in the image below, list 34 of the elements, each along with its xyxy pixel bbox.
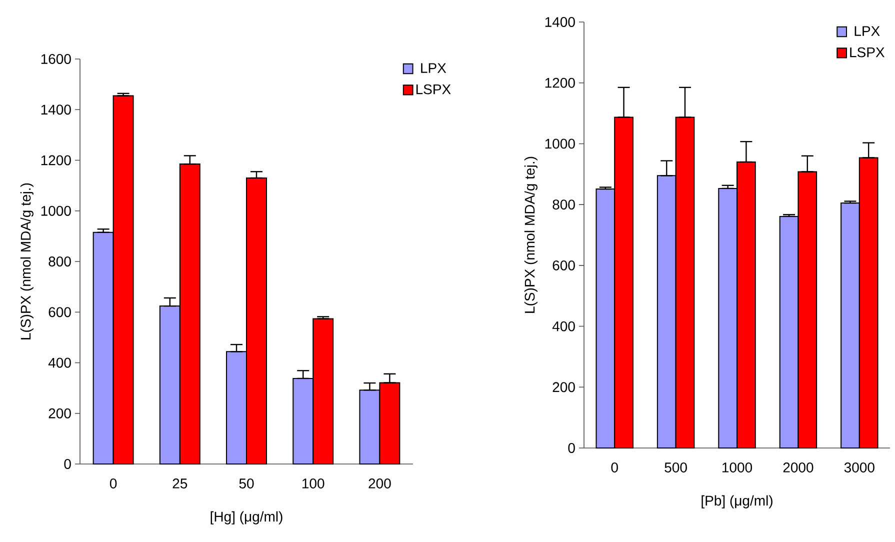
y-tick-label: 1000 xyxy=(545,138,575,149)
y-tick-label: 0 xyxy=(568,443,575,453)
x-tick-label: 100 xyxy=(302,478,324,488)
y-tick-label: 400 xyxy=(552,321,575,332)
x-axis-title: [Pb] (μg/ml) xyxy=(702,495,772,508)
y-tick-label: 1200 xyxy=(41,155,71,166)
legend-label: LPX xyxy=(421,63,446,73)
y-tick-label: 1200 xyxy=(545,78,575,88)
y-tick-label: 800 xyxy=(48,256,71,266)
x-tick-label: 0 xyxy=(611,462,618,472)
y-tick-label: 1000 xyxy=(41,206,71,216)
x-tick-label: 3000 xyxy=(844,462,874,472)
x-tick-label: 25 xyxy=(172,478,188,488)
legend-label: LSPX xyxy=(416,84,451,94)
x-axis-title: [Hg] (μg/ml) xyxy=(210,511,282,524)
y-axis-title: L(S)PX (nmol MDA/g tej.) xyxy=(524,156,538,313)
y-axis-title: L(S)PX (nmol MDA/g tej.) xyxy=(20,183,34,340)
legend-label: LPX xyxy=(854,26,880,36)
y-tick-label: 1400 xyxy=(41,104,71,115)
y-tick-label: 1400 xyxy=(545,17,575,27)
legend-label: LSPX xyxy=(850,47,885,58)
x-tick-label: 0 xyxy=(110,478,117,488)
y-tick-label: 200 xyxy=(48,408,71,418)
x-tick-label: 50 xyxy=(239,478,254,488)
y-tick-label: 600 xyxy=(48,307,71,318)
x-tick-label: 2000 xyxy=(783,462,814,472)
y-tick-label: 600 xyxy=(552,260,575,270)
y-tick-label: 800 xyxy=(552,200,575,210)
y-tick-label: 400 xyxy=(48,358,71,368)
x-tick-label: 500 xyxy=(664,462,687,472)
x-tick-label: 1000 xyxy=(722,462,752,472)
y-tick-label: 1600 xyxy=(41,54,71,64)
x-tick-label: 200 xyxy=(368,478,391,488)
y-tick-label: 200 xyxy=(552,382,575,392)
